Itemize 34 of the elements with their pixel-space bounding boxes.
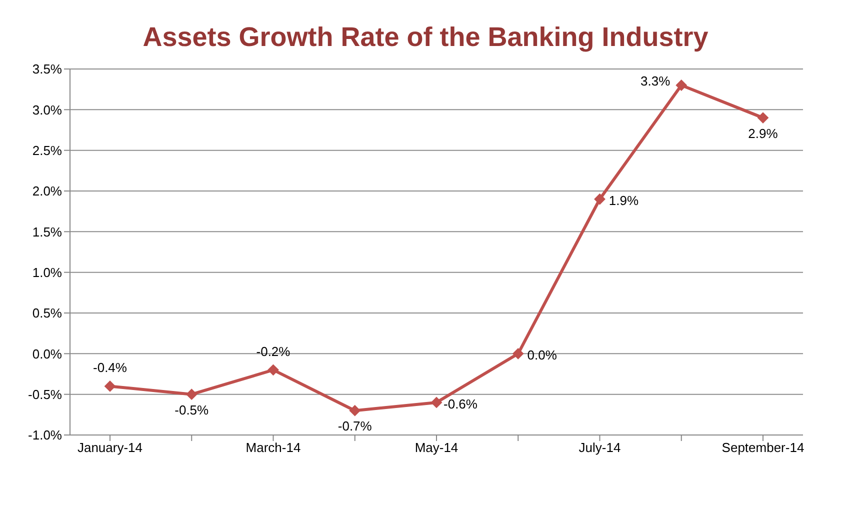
y-tick-label: -1.0% [28,428,62,443]
x-tick-label: January-14 [77,440,143,456]
chart-title: Assets Growth Rate of the Banking Industry [142,22,710,53]
y-tick-label: 3.5% [32,62,62,77]
point [104,380,116,392]
y-tick-label: 2.5% [32,142,62,158]
data-label: 1.9% [608,193,639,208]
point [676,80,687,91]
point [268,364,279,376]
data-label: -0.7% [338,418,372,434]
point [512,348,524,360]
data-label: -0.6% [444,396,478,412]
x-tick-label: July-14 [578,440,621,456]
x-tick-label: March-14 [246,440,301,456]
data-label: -0.2% [256,344,291,359]
y-tick-label: 3.0% [32,102,62,118]
data-label: -0.4% [93,360,128,376]
data-label: 0.0% [527,348,558,363]
point [758,112,768,124]
point [431,396,442,408]
y-tick-label: 0.0% [32,346,62,362]
data-label: 3.3% [640,73,671,88]
point [594,194,606,205]
x-tick-label: May-14 [414,440,458,456]
y-tick-label: 0.5% [32,306,62,321]
y-tick-label: -0.5% [28,386,62,402]
point [186,388,198,400]
data-label: 2.9% [748,126,778,141]
y-tick-label: 1.5% [32,224,62,240]
y-tick-label: 1.0% [32,264,62,280]
y-tick-label: 2.0% [32,184,62,199]
x-tick-label: September-14 [722,440,804,456]
data-label: -0.5% [174,402,210,418]
point [349,405,360,416]
